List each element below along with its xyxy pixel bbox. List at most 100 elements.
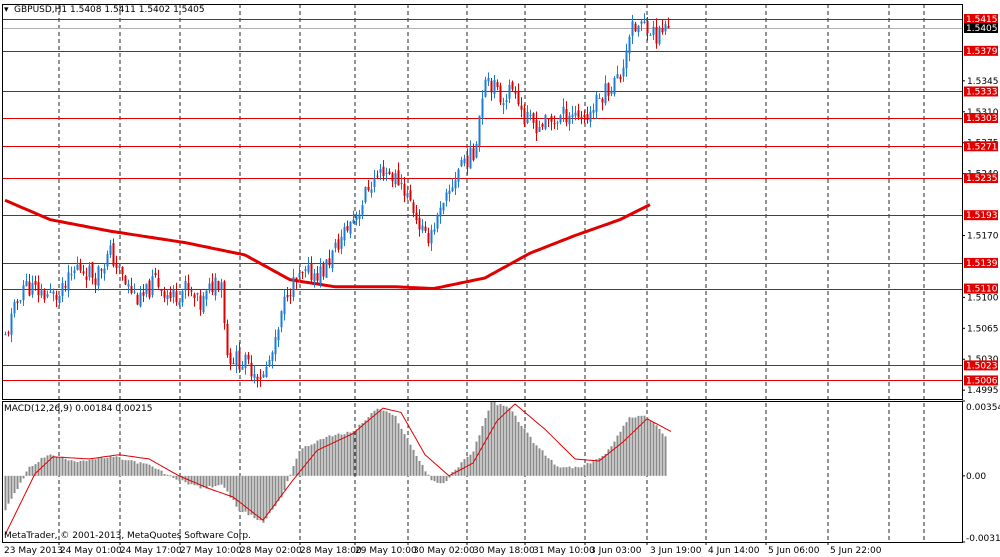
candle-body [478, 115, 481, 147]
candle-body [46, 294, 49, 297]
candle-body [358, 214, 361, 219]
candle-body [532, 113, 535, 123]
macd-histogram-bar [25, 471, 28, 476]
macd-histogram-bar [421, 464, 424, 476]
macd-histogram-bar [556, 466, 559, 476]
candle-body [424, 226, 427, 231]
candle-body [475, 144, 478, 158]
macd-histogram-bar [637, 415, 640, 476]
macd-histogram-bar [94, 459, 97, 476]
candle-body [454, 180, 457, 189]
candle-body [256, 376, 259, 380]
macd-histogram-bar [253, 475, 256, 519]
macd-histogram-bar [205, 475, 208, 489]
candle-body [259, 377, 262, 379]
candle-body [265, 366, 268, 378]
candle-body [514, 91, 517, 94]
macd-histogram-bar [415, 455, 418, 476]
macd-histogram-bar [169, 475, 172, 477]
macd-histogram-bar [277, 475, 280, 501]
macd-histogram-bar [319, 439, 322, 476]
macd-histogram-bar [235, 475, 238, 507]
macd-histogram-bar [121, 459, 124, 476]
macd-histogram-bar [472, 451, 475, 476]
macd-histogram-bar [664, 436, 667, 476]
macd-histogram-bar [652, 422, 655, 476]
candle-body [553, 123, 556, 125]
candle-body [103, 268, 106, 274]
candle-body [97, 266, 100, 286]
macd-histogram-bar [301, 448, 304, 476]
macd-histogram-bar [244, 475, 247, 512]
candle-body [526, 111, 529, 123]
collapse-triangle-icon[interactable]: ▾ [4, 5, 9, 15]
candle-body [286, 294, 289, 298]
candle-body [202, 295, 205, 313]
candle-body [487, 77, 490, 82]
candle-body [73, 270, 76, 274]
candle-body [52, 291, 55, 294]
time-axis-label: 29 May 10:00 [355, 546, 417, 556]
macd-histogram-bar [406, 438, 409, 476]
candle-body [577, 110, 580, 118]
candle-body [169, 292, 172, 299]
candle-body [586, 114, 589, 120]
macd-histogram-bar [595, 459, 598, 476]
candle-body [166, 295, 169, 300]
macd-histogram-bar [217, 475, 220, 486]
macd-histogram-bar [232, 475, 235, 501]
macd-histogram-bar [271, 475, 274, 510]
macd-histogram-bar [250, 475, 253, 515]
candles [4, 13, 670, 388]
macd-histogram-bar [376, 408, 379, 476]
macd-histogram-bar [262, 475, 265, 523]
candle-body [106, 254, 109, 267]
level-price-label: 1.5415 [966, 15, 998, 25]
candle-body [160, 289, 163, 291]
candle-body [178, 301, 181, 306]
candle-body [79, 263, 82, 271]
macd-histogram-bar [532, 443, 535, 476]
price-tick-label: 1.5345 [967, 77, 999, 87]
candle-body [583, 114, 586, 118]
macd-histogram-bar [112, 456, 115, 476]
macd-histogram-bar [193, 475, 196, 486]
macd-histogram-bar [283, 475, 286, 491]
macd-tick-label: 0.00 [966, 472, 986, 482]
candle-body [337, 239, 340, 250]
candle-body [562, 106, 565, 114]
candle-body [76, 264, 79, 270]
current-price-tag [964, 23, 998, 33]
candle-body [592, 109, 595, 113]
candle-body [205, 290, 208, 300]
candle-body [463, 158, 466, 164]
macd-histogram-bar [433, 475, 436, 482]
macd-histogram-bar [223, 475, 226, 488]
price-tick-label: 1.5310 [967, 108, 999, 118]
level-price-tag [964, 173, 998, 184]
candle-body [352, 219, 355, 224]
candle-body [451, 187, 454, 192]
macd-tick-label: 0.00354 [966, 403, 1000, 413]
macd-histogram-bar [553, 464, 556, 476]
macd-histogram-bar [322, 438, 325, 476]
macd-histogram-bar [397, 423, 400, 476]
macd-histogram-bar [313, 443, 316, 476]
macd-histogram-bar [265, 475, 268, 519]
macd-histogram-bar [82, 460, 85, 476]
candle-body [208, 283, 211, 291]
candle-body [55, 294, 58, 300]
candle-body [574, 112, 577, 116]
candle-body [607, 83, 610, 96]
macd-histogram-bar [4, 475, 7, 511]
candle-body [13, 301, 16, 314]
macd-histogram-bar [550, 459, 553, 476]
candle-body [349, 221, 352, 234]
macd-histogram-bar [199, 475, 202, 489]
macd-histogram-bar [334, 434, 337, 476]
candle-body [343, 227, 346, 241]
chart-header: ▾ GBPUSD,H1 1.5408 1.5411 1.5402 1.5405 [4, 5, 205, 15]
macd-histogram-bar [478, 435, 481, 476]
candle-body [268, 359, 271, 366]
